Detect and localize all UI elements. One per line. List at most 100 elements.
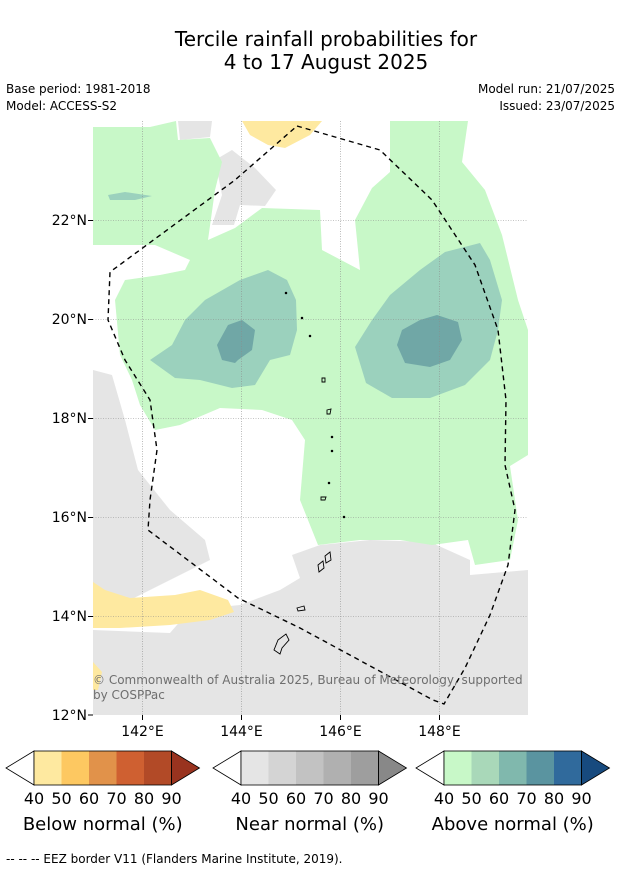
- colorbar-below-max-arrow: [171, 750, 201, 786]
- colorbar-near: 40 50 60 70 80 90 Near normal (%): [212, 750, 408, 835]
- colorbar-near-tick-label: 50: [258, 789, 278, 808]
- colorbar-below-cell: [61, 751, 89, 785]
- below-normal-region-sw: [93, 662, 102, 690]
- lat-label-20n: 20°N: [52, 312, 87, 328]
- colorbar-near-tick-label: 40: [231, 789, 251, 808]
- colorbar-above-max-arrow: [581, 750, 611, 786]
- near-normal-region-islet: [212, 150, 276, 225]
- colorbar-near-cell: [351, 751, 379, 785]
- colorbar-near-cell: [323, 751, 351, 785]
- island-maug: [300, 316, 304, 320]
- colorbar-near-cell: [268, 751, 296, 785]
- colorbar-below-cell: [116, 751, 144, 785]
- lat-label-12n: 12°N: [52, 708, 87, 724]
- colorbar-below-outline: [33, 750, 172, 786]
- colorbar-near-tick-label: 90: [368, 789, 388, 808]
- title-line-1: Tercile rainfall probabilities for: [174, 27, 478, 51]
- colorbar-near-tick-label: 70: [313, 789, 333, 808]
- lon-label-142e: 142°E: [121, 724, 164, 740]
- issued-date: Issued: 23/07/2025: [499, 99, 615, 113]
- island-alamagan: [330, 435, 334, 439]
- lon-label-146e: 146°E: [319, 724, 362, 740]
- colorbar-above-tick-label: 70: [516, 789, 536, 808]
- island-anatahan: [320, 496, 327, 501]
- colorbar-above-tick-label: 50: [461, 789, 481, 808]
- colorbar-above-tick-label: 40: [434, 789, 454, 808]
- eez-border: [107, 125, 516, 705]
- colorbar-above-tick-label: 90: [571, 789, 591, 808]
- colorbar-above-tick-label: 60: [489, 789, 509, 808]
- above-normal-40-region: [93, 121, 528, 565]
- colorbar-near-max-arrow: [378, 750, 408, 786]
- colorbar-near-cell: [241, 751, 269, 785]
- colorbar-above-title: Above normal (%): [432, 814, 594, 835]
- meta-left: Base period: 1981-2018 Model: ACCESS-S2: [6, 81, 151, 115]
- colorbar-below-tick-label: 50: [51, 789, 71, 808]
- island-agrihan: [321, 377, 326, 383]
- credit-line-2: by COSPPac: [93, 688, 165, 702]
- colorbar-near-title: Near normal (%): [235, 814, 384, 835]
- colorbar-below-cell: [144, 751, 172, 785]
- above-normal-50-islet: [108, 192, 152, 200]
- credit-line-1: © Commonwealth of Australia 2025, Bureau…: [93, 673, 523, 687]
- colorbar-near-tick-label: 60: [286, 789, 306, 808]
- above-normal-60-region-east: [397, 315, 462, 367]
- island-rota: [296, 605, 306, 612]
- above-normal-60-region-west: [217, 320, 255, 363]
- colorbar-above-cell: [444, 751, 472, 785]
- island-tinian: [317, 560, 325, 573]
- island-sarigan: [327, 481, 331, 485]
- colorbar-below-cell: [34, 751, 62, 785]
- colorbar-below-tick-label: 70: [106, 789, 126, 808]
- colorbar-below-tick-label: 60: [79, 789, 99, 808]
- colorbar-below-min-arrow: [5, 750, 35, 786]
- above-normal-50-region-west: [150, 270, 297, 388]
- colorbar-above-min-arrow: [415, 750, 445, 786]
- probability-field: [93, 121, 528, 715]
- lat-label-14n: 14°N: [52, 609, 87, 625]
- colorbar-above-cell: [554, 751, 582, 785]
- below-normal-region-north: [242, 121, 322, 148]
- model-name: Model: ACCESS-S2: [6, 99, 118, 113]
- colorbar-near-cell: [296, 751, 324, 785]
- colorbar-below: 40 50 60 70 80 90 Below normal (%): [5, 750, 201, 835]
- map-title: Tercile rainfall probabilities for 4 to …: [0, 28, 621, 74]
- meta-right: Model run: 21/07/2025 Issued: 23/07/2025: [478, 81, 615, 115]
- colorbar-near-min-arrow: [212, 750, 242, 786]
- colorbar-below-title: Below normal (%): [23, 814, 183, 835]
- colorbar-above-cell: [471, 751, 499, 785]
- colorbar-near-tick-label: 80: [341, 789, 361, 808]
- near-normal-region-top: [178, 121, 212, 140]
- near-normal-region-southeast: [93, 540, 528, 715]
- colorbar-below-cell: [89, 751, 117, 785]
- colorbar-above-cell: [499, 751, 527, 785]
- gridlines: [93, 121, 528, 715]
- colorbar-above: 40 50 60 70 80 90 Above normal (%): [415, 750, 611, 835]
- island-uracas: [284, 291, 288, 295]
- model-run: Model run: 21/07/2025: [477, 82, 615, 96]
- lat-label-16n: 16°N: [52, 510, 87, 526]
- colorbar-below-tick-label: 80: [134, 789, 154, 808]
- island-saipan: [324, 551, 332, 564]
- colorbar-above-cell: [526, 751, 554, 785]
- lat-label-22n: 22°N: [52, 213, 87, 229]
- lat-label-18n: 18°N: [52, 411, 87, 427]
- axis-ticks: [88, 220, 440, 720]
- colorbar-above-tick-label: 80: [544, 789, 564, 808]
- base-period: Base period: 1981-2018: [6, 82, 151, 96]
- colorbar-above-outline: [443, 750, 582, 786]
- lon-label-148e: 148°E: [418, 724, 461, 740]
- lon-label-144e: 144°E: [220, 724, 263, 740]
- colorbar-below-tick-label: 90: [161, 789, 181, 808]
- colorbar-legends: 40 50 60 70 80 90 Below normal (%) 40 50 60 70 80 90…: [5, 750, 611, 835]
- colorbar-below-tick-label: 40: [24, 789, 44, 808]
- island-farallon-de-medinilla: [342, 515, 346, 519]
- island-guguan: [330, 449, 334, 453]
- eez-footnote: -- -- -- EEZ border V11 (Flanders Marine…: [6, 852, 343, 866]
- near-normal-region-south: [93, 370, 210, 600]
- island-asuncion: [308, 334, 312, 338]
- islands: [273, 291, 346, 655]
- island-pagan: [326, 408, 332, 415]
- colorbar-near-outline: [240, 750, 379, 786]
